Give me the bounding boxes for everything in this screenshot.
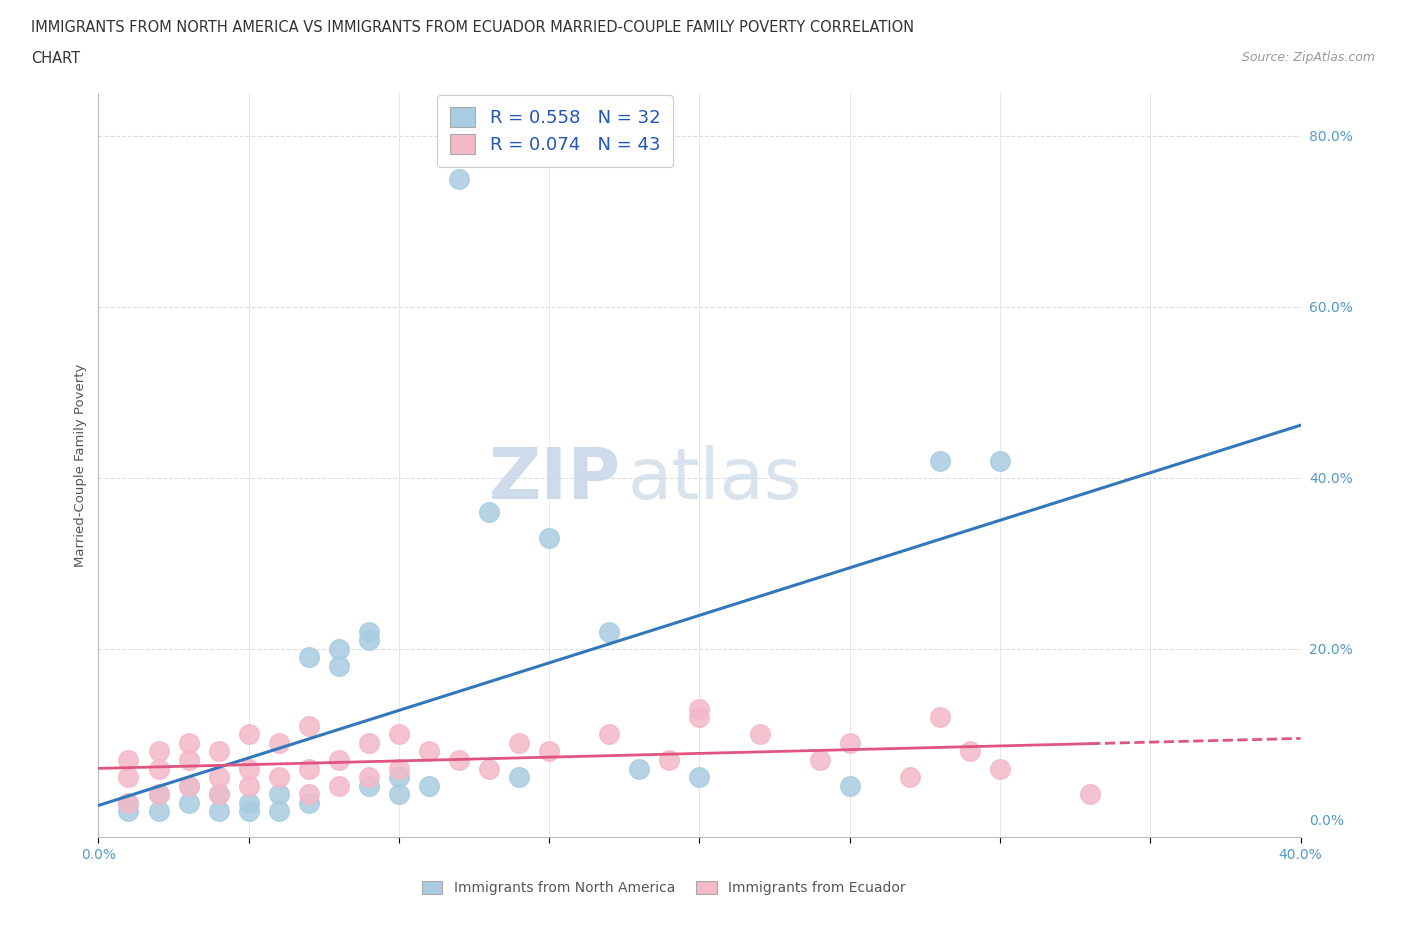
Point <box>508 770 530 785</box>
Point <box>418 744 440 759</box>
Text: atlas: atlas <box>627 445 801 514</box>
Text: Source: ZipAtlas.com: Source: ZipAtlas.com <box>1241 51 1375 64</box>
Point <box>208 770 231 785</box>
Point <box>658 752 681 767</box>
Point <box>298 787 321 802</box>
Point <box>177 778 200 793</box>
Point <box>148 744 170 759</box>
Point <box>177 736 200 751</box>
Point <box>208 787 231 802</box>
Point <box>388 761 411 776</box>
Point <box>598 624 620 639</box>
Point <box>148 787 170 802</box>
Point <box>238 727 260 742</box>
Point <box>808 752 831 767</box>
Point <box>117 795 139 810</box>
Point <box>988 761 1011 776</box>
Y-axis label: Married-Couple Family Poverty: Married-Couple Family Poverty <box>75 364 87 566</box>
Point <box>298 718 321 733</box>
Point <box>447 171 470 186</box>
Point <box>117 804 139 818</box>
Point <box>388 727 411 742</box>
Point <box>988 453 1011 468</box>
Point <box>208 744 231 759</box>
Point <box>929 710 952 724</box>
Point <box>148 804 170 818</box>
Point <box>117 770 139 785</box>
Point <box>177 795 200 810</box>
Point <box>388 787 411 802</box>
Point <box>508 736 530 751</box>
Point <box>478 505 501 520</box>
Point <box>177 752 200 767</box>
Point <box>238 778 260 793</box>
Point <box>328 658 350 673</box>
Point <box>267 804 290 818</box>
Text: CHART: CHART <box>31 51 80 66</box>
Text: ZIP: ZIP <box>489 445 621 514</box>
Point <box>959 744 981 759</box>
Point <box>298 650 321 665</box>
Point <box>328 752 350 767</box>
Point <box>388 770 411 785</box>
Text: IMMIGRANTS FROM NORTH AMERICA VS IMMIGRANTS FROM ECUADOR MARRIED-COUPLE FAMILY P: IMMIGRANTS FROM NORTH AMERICA VS IMMIGRA… <box>31 20 914 35</box>
Point <box>238 761 260 776</box>
Point <box>238 795 260 810</box>
Point <box>748 727 770 742</box>
Point <box>238 804 260 818</box>
Point <box>357 770 380 785</box>
Point <box>117 795 139 810</box>
Point <box>177 778 200 793</box>
Point <box>267 770 290 785</box>
Point <box>328 778 350 793</box>
Point <box>1078 787 1101 802</box>
Point <box>688 701 710 716</box>
Point <box>208 804 231 818</box>
Point <box>298 761 321 776</box>
Point <box>898 770 921 785</box>
Point <box>148 761 170 776</box>
Point <box>357 736 380 751</box>
Point <box>598 727 620 742</box>
Point <box>357 778 380 793</box>
Point <box>478 761 501 776</box>
Point <box>148 787 170 802</box>
Point <box>688 770 710 785</box>
Point <box>688 710 710 724</box>
Legend: Immigrants from North America, Immigrants from Ecuador: Immigrants from North America, Immigrant… <box>416 876 911 901</box>
Point <box>418 778 440 793</box>
Point <box>267 736 290 751</box>
Point <box>208 787 231 802</box>
Point <box>117 752 139 767</box>
Point <box>357 624 380 639</box>
Point <box>929 453 952 468</box>
Point <box>628 761 651 776</box>
Point <box>267 787 290 802</box>
Point <box>838 778 860 793</box>
Point <box>838 736 860 751</box>
Point <box>538 530 561 545</box>
Point <box>538 744 561 759</box>
Point <box>447 752 470 767</box>
Point <box>298 795 321 810</box>
Point <box>357 633 380 648</box>
Point <box>328 642 350 657</box>
